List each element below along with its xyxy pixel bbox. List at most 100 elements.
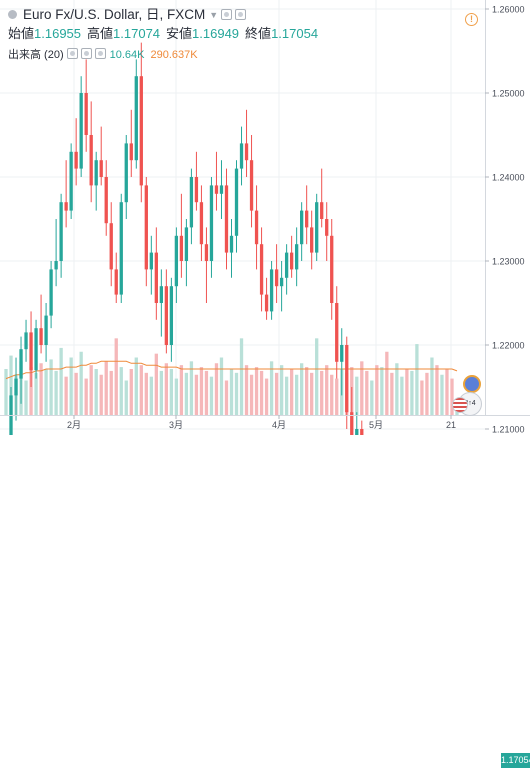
candle	[204, 227, 209, 303]
candle-body	[139, 76, 143, 186]
volume-bar	[214, 363, 219, 415]
volume-label[interactable]: 出来高 (20)	[8, 49, 64, 61]
legend-title-row: Euro Fx/U.S. Dollar, 日, FXCM ▼	[8, 6, 324, 24]
volume-bar	[34, 372, 38, 415]
volume-value: 10.64K	[109, 49, 145, 61]
candle-body	[325, 219, 329, 236]
candle	[79, 76, 83, 177]
candle	[49, 261, 53, 329]
volume-bar	[194, 374, 199, 415]
candle	[99, 126, 103, 186]
candle	[360, 420, 364, 435]
volume-bar	[129, 369, 133, 415]
candle-body	[194, 177, 199, 203]
volume-bar	[355, 376, 359, 415]
candle	[269, 261, 274, 320]
volume-bar	[74, 372, 78, 415]
gear-icon[interactable]	[80, 48, 92, 59]
candle	[149, 235, 153, 295]
eye-icon[interactable]	[66, 48, 78, 59]
hide-icon[interactable]	[235, 9, 247, 20]
candle	[109, 202, 113, 287]
volume-bar	[89, 365, 93, 415]
volume-bar	[435, 365, 439, 415]
candle-body	[134, 76, 138, 161]
x-tick-label: 2月	[67, 420, 81, 430]
volume-bar	[375, 365, 379, 415]
volume-bar	[209, 376, 214, 415]
volume-bar	[4, 369, 8, 415]
volume-bar	[445, 369, 449, 415]
candle-body	[49, 269, 53, 316]
volume-bar	[169, 369, 174, 415]
earnings-badge[interactable]	[463, 375, 481, 393]
volume-bar	[159, 370, 163, 415]
candle-body	[229, 235, 234, 253]
x-tick-label: 21	[446, 420, 456, 430]
candle	[214, 151, 219, 211]
volume-bar	[224, 380, 229, 415]
candle	[239, 126, 244, 186]
volume-bar	[274, 372, 279, 415]
volume-bar	[149, 376, 153, 415]
candle-body	[350, 412, 354, 435]
settings-icon[interactable]	[221, 9, 233, 20]
candle	[219, 160, 224, 219]
candle	[284, 244, 289, 295]
volume-bar	[204, 370, 209, 415]
candle-body	[300, 210, 304, 245]
volume-bars	[4, 338, 459, 415]
x-tick-label: 4月	[272, 420, 286, 430]
symbol-status-icon	[8, 10, 17, 19]
volume-bar	[320, 370, 324, 415]
close-icon[interactable]	[94, 48, 106, 59]
volume-bar	[64, 376, 68, 415]
volume-bar	[330, 374, 334, 415]
candle-body	[169, 286, 174, 345]
candle	[34, 319, 38, 379]
candle	[340, 328, 344, 396]
candle-body	[29, 332, 33, 371]
candle	[184, 219, 189, 287]
volume-bar	[29, 367, 33, 415]
volume-bar	[395, 363, 399, 415]
candle-body	[294, 244, 299, 270]
price-chart[interactable]: 1.26000 1.25000 1.24000 1.23000 1.22000 1.210…	[0, 0, 530, 435]
candle	[169, 277, 174, 362]
candle	[84, 59, 88, 152]
symbol-title[interactable]: Euro Fx/U.S. Dollar, 日, FXCM	[23, 7, 206, 22]
candle	[14, 357, 18, 421]
candle-body	[34, 328, 38, 371]
volume-bar	[425, 372, 429, 415]
y-tick-label: 1.24000	[492, 173, 525, 183]
volume-bar	[54, 370, 58, 415]
candle	[259, 227, 264, 312]
candle	[229, 219, 234, 278]
open-value: 1.16955	[34, 26, 82, 41]
y-axis-ticks[interactable]: 1.26000 1.25000 1.24000 1.23000 1.22000 1.210…	[485, 5, 525, 436]
volume-bar	[124, 380, 128, 415]
candle-body	[340, 345, 344, 362]
candle	[289, 235, 294, 278]
candle	[355, 412, 359, 435]
volume-bar	[164, 363, 169, 415]
candle	[124, 135, 128, 219]
candle	[59, 193, 63, 278]
candle-body	[109, 223, 113, 270]
candle-body	[154, 252, 158, 303]
candle	[350, 387, 354, 435]
volume-bar	[385, 351, 389, 415]
volume-bar	[294, 374, 299, 415]
volume-bar	[139, 365, 143, 415]
candle-body	[315, 202, 319, 253]
candle-body	[144, 185, 148, 270]
chevron-down-icon[interactable]: ▼	[209, 10, 219, 20]
volume-bar	[49, 359, 53, 415]
flag-icon[interactable]	[452, 397, 468, 413]
alert-icon[interactable]: !	[465, 13, 478, 26]
volume-bar	[244, 365, 249, 415]
x-axis-ticks[interactable]: 2月 3月 4月 5月 21	[67, 415, 456, 430]
volume-bar	[305, 367, 309, 415]
candle	[345, 336, 349, 429]
volume-bar	[154, 353, 158, 415]
